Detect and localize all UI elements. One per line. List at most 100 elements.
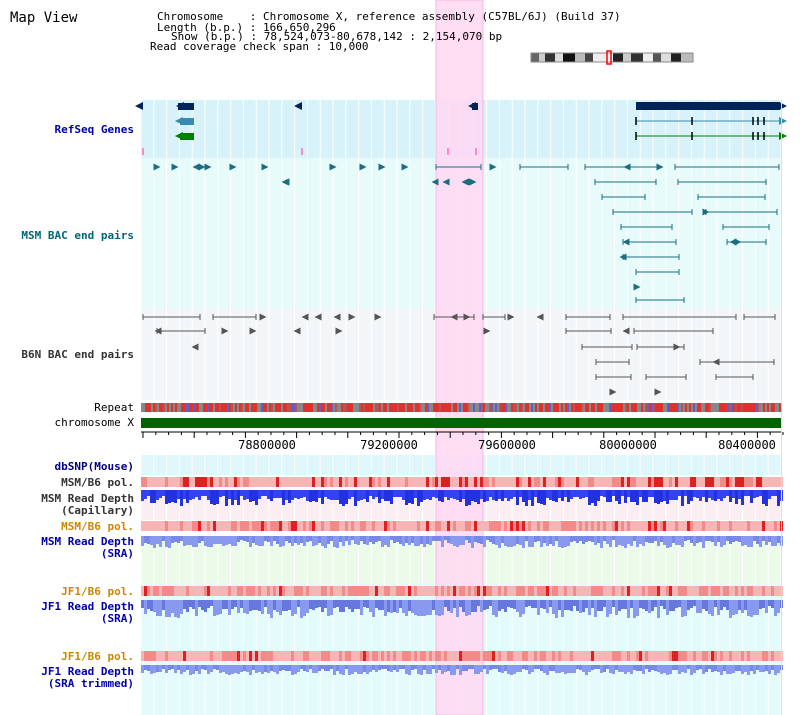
track-label-b6n-bac[interactable]: B6N BAC end pairs	[21, 348, 134, 361]
read-depth-bar	[618, 665, 621, 672]
read-depth-bar	[168, 600, 171, 617]
polymorphism-cell	[690, 477, 693, 487]
read-depth-bar	[201, 600, 204, 610]
read-depth-bar	[219, 536, 222, 544]
read-depth-bar	[726, 665, 729, 674]
read-depth-bar	[141, 536, 144, 546]
polymorphism-cell	[342, 586, 345, 596]
read-depth-bar	[669, 536, 672, 547]
read-depth-bar	[522, 536, 525, 548]
read-depth-bar	[159, 665, 162, 672]
read-depth-bar	[465, 665, 468, 671]
polymorphism-cell	[276, 651, 279, 661]
read-depth-bar	[342, 600, 345, 612]
read-depth-bar	[612, 665, 615, 674]
read-depth-bar	[756, 490, 759, 497]
track-label-refseq[interactable]: RefSeq Genes	[54, 123, 134, 136]
track-label-msm-bac[interactable]: MSM BAC end pairs	[21, 229, 134, 242]
read-depth-bar	[180, 536, 183, 541]
read-depth-bar	[729, 490, 732, 502]
polymorphism-cell	[660, 651, 663, 661]
read-depth-bar	[666, 665, 669, 675]
repeat-segment	[547, 403, 549, 412]
read-depth-bar	[198, 600, 201, 607]
repeat-segment	[585, 403, 587, 412]
polymorphism-cell	[447, 477, 450, 487]
read-depth-bar	[546, 600, 549, 613]
polymorphism-cell	[330, 651, 333, 661]
polymorphism-cell	[717, 521, 720, 531]
polymorphism-cell	[597, 521, 600, 531]
read-depth-bar	[252, 600, 255, 610]
repeat-segment	[427, 403, 429, 412]
polymorphism-cell	[714, 586, 717, 596]
read-depth-bar	[336, 600, 339, 607]
polymorphism-cell	[666, 651, 669, 661]
polymorphism-cell	[633, 651, 636, 661]
read-depth-bar	[165, 665, 168, 673]
polymorphism-cell	[402, 477, 405, 487]
polymorphism-cell	[669, 586, 672, 596]
read-depth-bar	[534, 600, 537, 608]
read-depth-bar	[576, 490, 579, 497]
repeat-segment	[535, 403, 537, 412]
read-depth-bar	[456, 490, 459, 500]
read-depth-bar	[414, 536, 417, 546]
track-label-msm-pol-1[interactable]: MSM/B6 pol.	[61, 476, 134, 489]
read-depth-bar	[387, 600, 390, 612]
read-depth-bar	[684, 490, 687, 496]
read-depth-bar	[225, 490, 228, 506]
polymorphism-cell	[453, 586, 456, 596]
track-label-msm-pol-2[interactable]: MSM/B6 pol.	[61, 520, 134, 533]
msm-bac-end	[734, 238, 742, 246]
read-depth-bar	[747, 490, 750, 496]
track-label-dbsnp[interactable]: dbSNP(Mouse)	[54, 460, 134, 473]
repeat-segment	[289, 403, 291, 412]
read-depth-bar	[288, 536, 291, 543]
polymorphism-cell	[717, 586, 720, 596]
read-depth-bar	[705, 536, 708, 541]
track-label-msm-depth-sra[interactable]: MSM Read Depth	[41, 535, 134, 548]
polymorphism-cell	[309, 477, 312, 487]
read-depth-bar	[744, 490, 747, 496]
polymorphism-cell	[699, 477, 702, 487]
track-label-jf1-pol-1[interactable]: JF1/B6 pol.	[61, 585, 134, 598]
polymorphism-cell	[426, 651, 429, 661]
repeat-segment	[495, 403, 497, 412]
msm-bac-end	[192, 163, 200, 171]
polymorphism-cell	[165, 586, 168, 596]
track-label-jf1-depth-trim[interactable]: JF1 Read Depth	[41, 665, 134, 678]
read-depth-bar	[474, 600, 477, 612]
polymorphism-cell	[399, 586, 402, 596]
read-depth-bar	[339, 600, 342, 612]
repeat-segment	[243, 403, 245, 412]
track-label-msm-depth-cap[interactable]: MSM Read Depth	[41, 492, 134, 505]
repeat-segment	[233, 403, 235, 412]
polymorphism-cell	[507, 651, 510, 661]
polymorphism-cell	[735, 521, 738, 531]
read-depth-bar	[144, 665, 147, 670]
read-depth-bar	[426, 490, 429, 499]
read-depth-bar	[747, 536, 750, 547]
ideogram-band	[593, 53, 607, 62]
read-depth-bar	[441, 536, 444, 547]
read-depth-bar	[666, 536, 669, 548]
polymorphism-cell	[609, 477, 612, 487]
polymorphism-cell	[498, 521, 501, 531]
read-depth-bar	[615, 536, 618, 547]
repeat-segment	[189, 403, 191, 412]
read-depth-bar	[345, 536, 348, 541]
polymorphism-cell	[162, 651, 165, 661]
track-label-jf1-pol-2[interactable]: JF1/B6 pol.	[61, 650, 134, 663]
read-depth-bar	[672, 536, 675, 543]
polymorphism-cell	[657, 651, 660, 661]
read-depth-bar	[501, 665, 504, 673]
repeat-segment	[525, 403, 527, 412]
polymorphism-cell	[351, 477, 354, 487]
polymorphism-cell	[378, 651, 381, 661]
track-label-jf1-depth-sra[interactable]: JF1 Read Depth	[41, 600, 134, 613]
repeat-segment	[715, 403, 717, 412]
polymorphism-cell	[768, 651, 771, 661]
polymorphism-cell	[210, 477, 213, 487]
